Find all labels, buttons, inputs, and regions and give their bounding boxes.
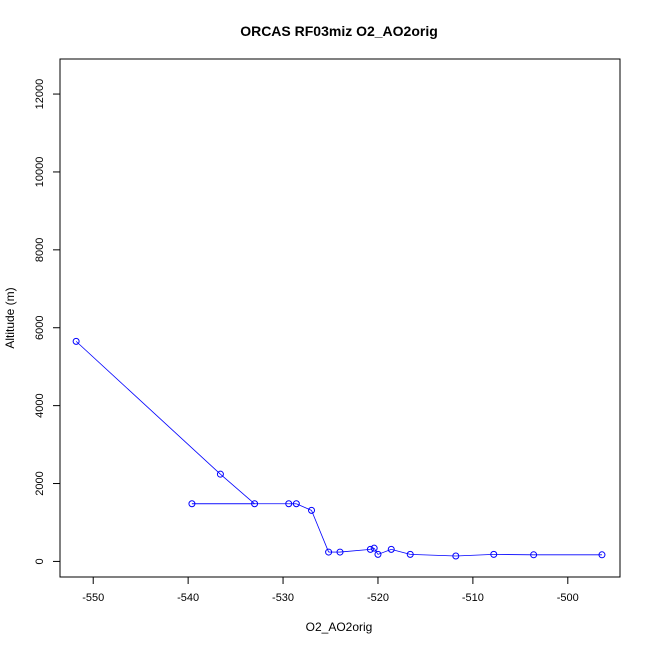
y-tick-label: 6000: [34, 315, 46, 339]
series-line-segment: [75, 341, 221, 475]
series-line-segment: [311, 510, 329, 553]
data-point: [188, 500, 196, 508]
series-line-segment: [220, 473, 255, 505]
data-point: [387, 545, 395, 553]
x-tick-label: -520: [367, 592, 389, 604]
data-point: [72, 337, 80, 345]
data-point: [366, 545, 374, 553]
y-tick-label: 0: [34, 558, 46, 564]
data-point: [370, 544, 378, 552]
x-axis-label: O2_AO2orig: [306, 620, 373, 634]
data-point: [216, 470, 224, 478]
y-tick-label: 12000: [34, 79, 46, 110]
data-point: [406, 550, 414, 558]
series-line-segment: [339, 548, 371, 553]
data-point: [530, 551, 538, 559]
data-point: [374, 550, 382, 558]
y-tick-label: 4000: [34, 393, 46, 417]
data-point: [325, 548, 333, 556]
y-tick-label: 8000: [34, 238, 46, 262]
series-line-segment: [377, 548, 392, 555]
data-point: [285, 500, 293, 508]
y-tick-label: 2000: [34, 471, 46, 495]
series-line-segment: [410, 554, 456, 557]
series-line-segment: [455, 554, 494, 557]
x-tick-label: -550: [82, 592, 104, 604]
data-point: [598, 551, 606, 559]
data-point: [336, 548, 344, 556]
y-tick-label: 10000: [34, 157, 46, 188]
x-tick-label: -540: [177, 592, 199, 604]
x-tick-label: -510: [462, 592, 484, 604]
data-point: [452, 552, 460, 560]
y-axis-label: Altitude (m): [3, 287, 17, 348]
x-axis: -550 -540 -530 -520 -510 -500: [82, 576, 579, 604]
data-point: [292, 500, 300, 508]
data-point: [251, 500, 259, 508]
data-series: [72, 337, 606, 560]
x-tick-label: -530: [272, 592, 294, 604]
y-axis: 0 2000 4000 6000 8000 10000 12000: [34, 79, 61, 564]
series-line-segment: [373, 547, 379, 555]
data-point: [490, 550, 498, 558]
chart-title: ORCAS RF03miz O2_AO2orig: [240, 23, 438, 39]
x-tick-label: -500: [557, 592, 579, 604]
data-point: [308, 506, 316, 514]
